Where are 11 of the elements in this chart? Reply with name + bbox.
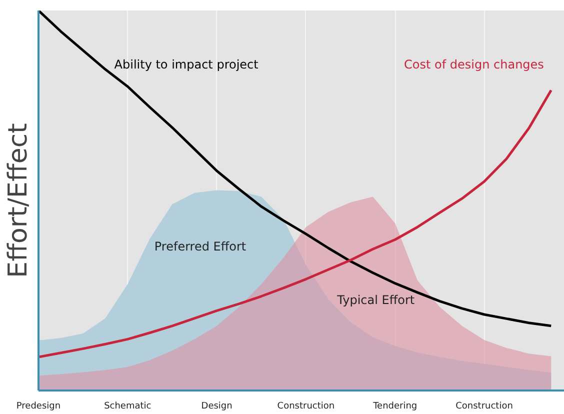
- series-label: Preferred Effort: [154, 240, 246, 254]
- x-tick-label: Tendering: [372, 402, 418, 412]
- x-tick-label: Predesign: [16, 402, 61, 412]
- x-tick-label: Schematic: [104, 402, 152, 412]
- series-label: Cost of design changes: [404, 57, 544, 72]
- series-label: Ability to impact project: [114, 57, 259, 72]
- y-axis-title: Effort/Effect: [4, 123, 34, 278]
- x-tick-label: Design: [201, 402, 232, 412]
- x-tick-label: Construction: [456, 402, 513, 412]
- x-tick-label: Construction: [277, 402, 335, 412]
- series-label: Typical Effort: [336, 292, 415, 307]
